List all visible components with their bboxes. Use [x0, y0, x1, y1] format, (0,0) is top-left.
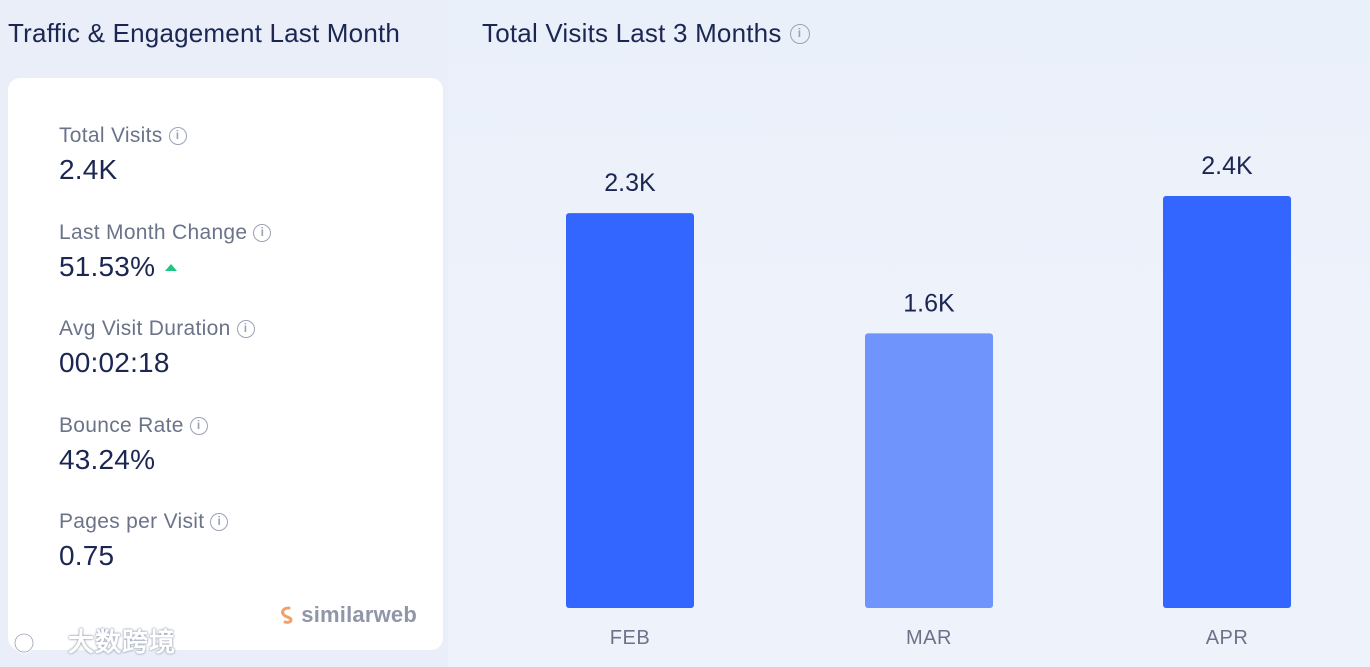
bar-mar[interactable]	[865, 333, 993, 608]
bar-value-label: 2.3K	[604, 169, 656, 197]
info-icon[interactable]: i	[168, 127, 187, 145]
metric-label: Last Month Change i	[59, 221, 272, 245]
info-icon[interactable]: i	[236, 320, 255, 338]
metric-value: 2.4K	[59, 154, 118, 185]
brand-text: similarweb	[301, 602, 417, 627]
metric-label: Total Visits i	[59, 124, 187, 148]
engagement-card: Total Visits i 2.4K Last Month Change i …	[8, 78, 443, 650]
info-icon[interactable]: i	[210, 513, 229, 531]
metric-last-month-change: Last Month Change i 51.53%	[59, 221, 272, 283]
similarweb-brand[interactable]: similarweb	[279, 602, 417, 628]
visits-bar-chart: 2.3K FEB 1.6K MAR 2.4K APR	[566, 152, 1291, 649]
similarweb-logo-icon	[281, 606, 293, 624]
watermark-text: 大数跨境	[68, 627, 177, 657]
metric-value: 51.53%	[59, 251, 271, 283]
right-panel-title-text: Total Visits Last 3 Months	[482, 18, 782, 48]
metric-label-text: Avg Visit Duration	[59, 317, 231, 340]
metric-value-text: 51.53%	[59, 251, 156, 282]
watermark-logo-icon	[13, 630, 62, 653]
metric-avg-visit-duration: Avg Visit Duration i 00:02:18	[59, 317, 255, 379]
metric-value: 00:02:18	[59, 347, 170, 378]
metric-label: Avg Visit Duration i	[59, 317, 255, 341]
info-icon[interactable]: i	[253, 224, 272, 242]
x-tick-label: APR	[1206, 627, 1249, 649]
bar-value-label: 2.4K	[1201, 152, 1253, 180]
x-tick-label: FEB	[610, 627, 650, 649]
info-icon[interactable]: i	[789, 23, 810, 44]
metric-label-text: Last Month Change	[59, 221, 248, 244]
metric-label-text: Pages per Visit	[59, 510, 205, 533]
watermark: 大数跨境	[10, 622, 176, 659]
bar-apr[interactable]	[1163, 196, 1291, 608]
bar-feb[interactable]	[566, 213, 694, 608]
left-panel-title: Traffic & Engagement Last Month	[8, 18, 400, 49]
metric-pages-per-visit: Pages per Visit i 0.75	[59, 510, 229, 572]
metric-label-text: Bounce Rate	[59, 414, 184, 437]
right-panel-title: Total Visits Last 3 Months i	[482, 18, 810, 49]
metric-label-text: Total Visits	[59, 124, 163, 147]
metric-value: 43.24%	[59, 444, 156, 475]
metric-label: Pages per Visit i	[59, 510, 229, 534]
bar-value-label: 1.6K	[903, 289, 955, 317]
x-tick-label: MAR	[906, 627, 952, 649]
metric-label: Bounce Rate i	[59, 414, 208, 438]
triangle-up-icon	[165, 263, 178, 271]
left-panel-title-text: Traffic & Engagement Last Month	[8, 18, 401, 48]
metric-value: 0.75	[59, 540, 115, 571]
metric-total-visits: Total Visits i 2.4K	[59, 124, 187, 186]
metric-bounce-rate: Bounce Rate i 43.24%	[59, 414, 208, 476]
info-icon[interactable]: i	[189, 417, 208, 435]
